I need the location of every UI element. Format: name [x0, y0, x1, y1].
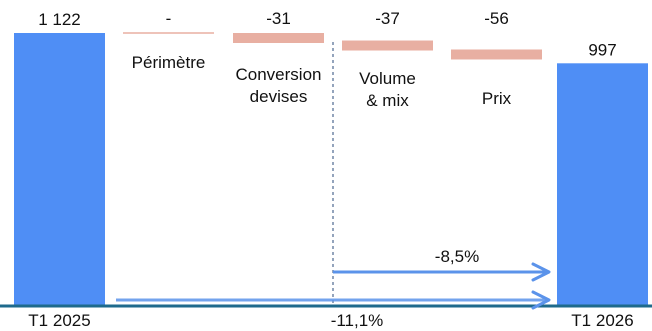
category-label-t1_2026: T1 2026 — [571, 311, 633, 330]
variation-label-volume: -8,5% — [435, 247, 479, 266]
value-label-perimetre: - — [166, 9, 172, 28]
labels-layer: 1 122 T1 2025 - Périmètre -31 Conversion devis… — [28, 9, 633, 330]
category-label-volume_mix: Volume & mix — [359, 69, 416, 110]
category-label-line: Périmètre — [132, 53, 206, 72]
value-label-prix: -56 — [484, 9, 509, 28]
value-label-t1_2026: 997 — [588, 40, 616, 59]
bar-volume_mix — [342, 40, 433, 51]
category-label-line: & mix — [366, 91, 409, 110]
category-label-line: Volume — [359, 69, 416, 88]
value-label-conversion: -31 — [266, 9, 291, 28]
bar-t1_2026 — [557, 63, 648, 305]
category-label-line: Conversion — [236, 65, 322, 84]
value-label-volume_mix: -37 — [375, 9, 400, 28]
category-label-line: devises — [250, 87, 308, 106]
bar-conversion — [233, 33, 324, 43]
variation-arrow-volume-head — [531, 262, 551, 282]
category-label-conversion: Conversion devises — [236, 65, 322, 106]
category-label-perimetre: Périmètre — [132, 53, 206, 72]
bars-layer — [14, 32, 648, 305]
variation-arrow-total-head — [531, 290, 551, 310]
category-label-prix: Prix — [482, 89, 512, 108]
lines-layer — [0, 42, 652, 310]
category-label-t1_2025: T1 2025 — [28, 311, 90, 330]
bar-prix — [451, 49, 542, 60]
category-label-line: Prix — [482, 89, 512, 108]
value-label-t1_2025: 1 122 — [38, 10, 81, 29]
variation-label-total: -11,1% — [331, 311, 384, 330]
bar-t1_2025 — [14, 33, 105, 305]
